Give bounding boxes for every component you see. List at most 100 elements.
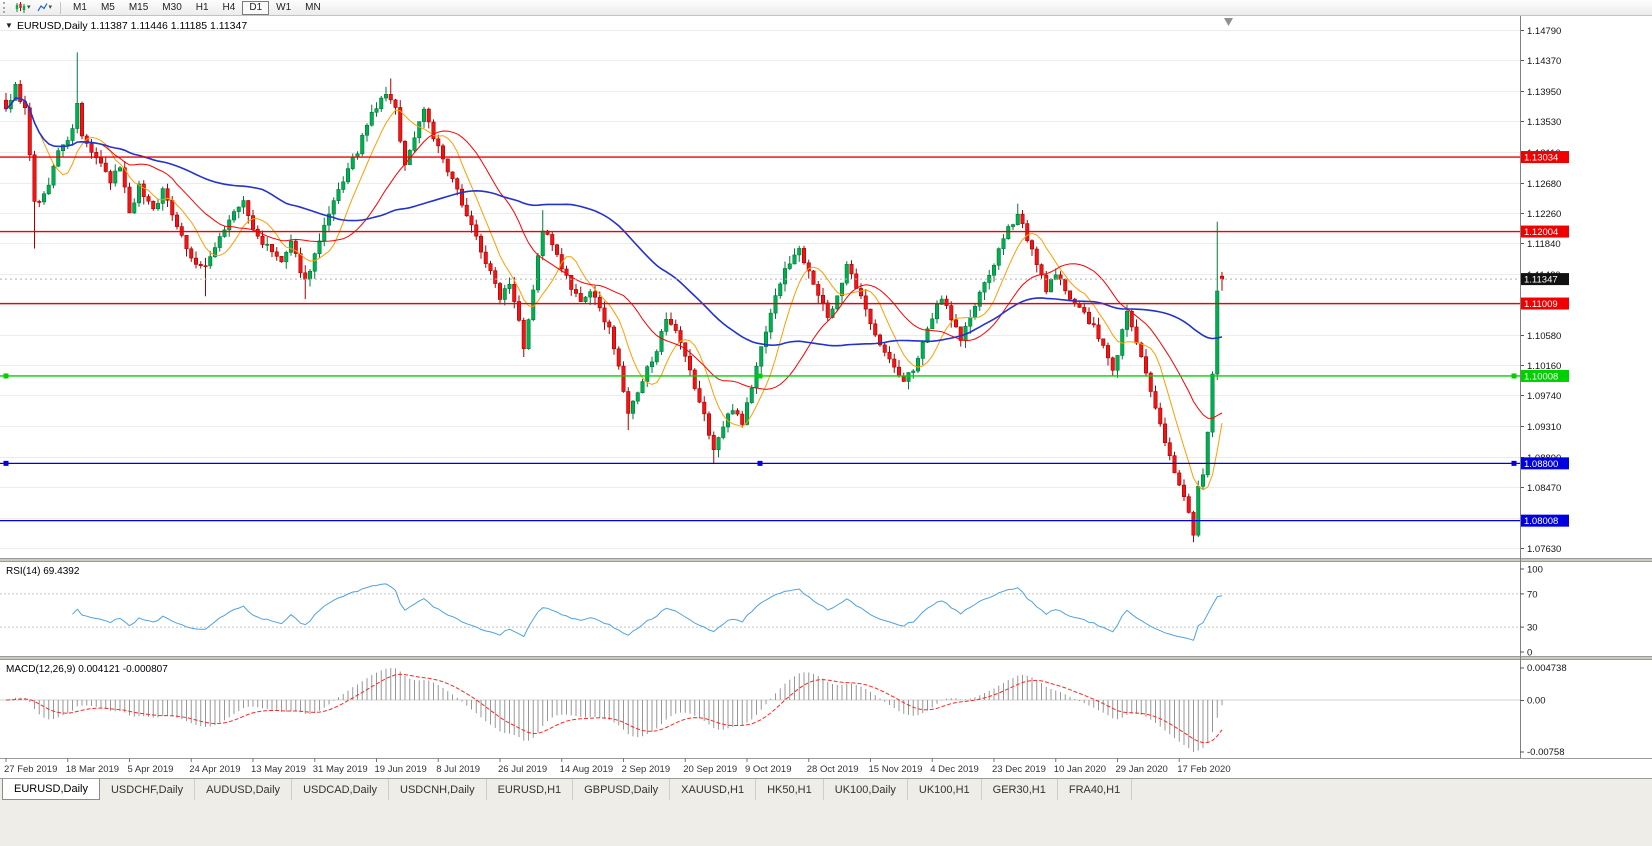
macd-header: MACD(12,26,9) 0.004121 -0.000807 [6,664,168,675]
price-tag [1521,369,1569,382]
line-selection-handle [757,460,763,466]
tab-label: EURUSD,Daily [14,783,88,795]
toolbar-separator [60,1,62,14]
caret-down-icon: ▾ [27,4,31,11]
svg-text:30: 30 [1527,623,1538,634]
svg-text:1.07630: 1.07630 [1527,544,1561,555]
svg-text:1.10008: 1.10008 [1524,371,1558,382]
tab-usdchf-daily[interactable]: USDCHF,Daily [100,779,196,800]
svg-text:20 Sep 2019: 20 Sep 2019 [683,764,737,775]
svg-text:2 Sep 2019: 2 Sep 2019 [622,764,671,775]
tab-gbpusd-daily[interactable]: GBPUSD,Daily [573,779,671,800]
timeframe-m30-button[interactable]: M30 [155,1,188,15]
svg-text:100: 100 [1527,565,1543,576]
tab-usdcad-daily[interactable]: USDCAD,Daily [292,779,390,800]
tab-eurusd-h1[interactable]: EURUSD,H1 [487,779,574,800]
svg-text:1.14370: 1.14370 [1527,56,1561,67]
tab-label: USDCHF,Daily [110,783,184,796]
svg-text:0: 0 [1527,648,1532,659]
tab-label: USDCAD,Daily [303,783,378,796]
svg-text:1.08008: 1.08008 [1524,516,1558,527]
tab-label: EURUSD,H1 [497,783,562,796]
pane-divider[interactable] [0,656,1652,660]
symbol-menu-icon[interactable]: ▼ [5,21,13,30]
price-tag [1521,297,1569,310]
svg-text:15 Nov 2019: 15 Nov 2019 [869,764,923,775]
svg-text:70: 70 [1527,589,1538,600]
chart-shift-marker[interactable] [1224,18,1233,26]
timeframe-mn-button[interactable]: MN [298,1,328,15]
svg-text:1.12680: 1.12680 [1527,179,1561,190]
tab-uk100-h1[interactable]: UK100,H1 [908,779,982,800]
timeframe-h1-button[interactable]: H1 [189,1,216,15]
svg-text:1.11840: 1.11840 [1527,239,1561,250]
caret-down-icon: ▾ [48,4,53,11]
tab-uk100-daily[interactable]: UK100,Daily [824,779,908,800]
chart-canvas[interactable]: 1.147901.143701.139501.135301.131101.126… [0,16,1652,778]
horizontal-level-lines[interactable] [0,156,1520,522]
chart-style-button[interactable]: ▾ [12,0,34,15]
svg-text:1.13034: 1.13034 [1524,153,1558,164]
indicator-list-button[interactable]: ▾ [34,0,56,15]
tab-label: GBPUSD,Daily [584,783,659,796]
tab-label: UK100,Daily [834,783,896,796]
svg-text:27 Feb 2019: 27 Feb 2019 [4,764,57,775]
tab-usdcnh-daily[interactable]: USDCNH,Daily [389,779,487,800]
line-chart-icon [37,3,48,12]
line-selection-handle [1511,460,1517,466]
tab-ger30-h1[interactable]: GER30,H1 [982,779,1058,800]
tab-label: FRA40,H1 [1068,783,1121,796]
svg-text:13 May 2019: 13 May 2019 [251,764,306,775]
ma-21-line[interactable] [5,97,1223,419]
svg-text:31 May 2019: 31 May 2019 [313,764,368,775]
svg-text:1.10160: 1.10160 [1527,361,1561,372]
toolbar-grip-handle[interactable] [3,2,8,13]
svg-text:1.12260: 1.12260 [1527,209,1561,220]
pane-divider[interactable] [0,558,1652,562]
tab-fra40-h1[interactable]: FRA40,H1 [1058,779,1133,800]
timeframe-d1-button[interactable]: D1 [242,0,270,15]
tab-label: AUDUSD,Daily [206,783,281,796]
tab-eurusd-daily[interactable]: EURUSD,Daily [2,779,100,800]
timeframe-m15-button[interactable]: M15 [122,1,155,15]
bottom-filler [0,800,1652,846]
tab-label: XAUUSD,H1 [681,783,745,796]
tab-label: HK50,H1 [767,783,812,796]
price-tags: 1.13034 1.12004 1.11009 1.10008 1.08800 1.080… [1521,151,1569,527]
price-tag [1521,514,1569,527]
chart-ohlc-header: EURUSD,Daily 1.11387 1.11446 1.11185 1.1… [17,20,247,32]
svg-text:1.08800: 1.08800 [1524,459,1558,470]
svg-text:10 Jan 2020: 10 Jan 2020 [1054,764,1106,775]
line-selection-handle [1511,373,1517,379]
timeframe-h4-button[interactable]: H4 [216,1,243,15]
svg-text:17 Feb 2020: 17 Feb 2020 [1177,764,1230,775]
date-axis: 27 Feb 2019 18 Mar 2019 5 Apr 2019 24 Apr 2… [4,758,1231,775]
rsi-line [72,583,1223,641]
chart-tabbar: EURUSD,Daily USDCHF,Daily AUDUSD,Daily U… [0,778,1652,800]
svg-text:19 Jun 2019: 19 Jun 2019 [375,764,427,775]
ma-8-line[interactable] [5,97,1223,491]
svg-text:1.10580: 1.10580 [1527,331,1561,342]
timeframes-toolbar: ▾ ▾ M1 M5 M15 M30 H1 H4 D1 W1 MN [0,0,1652,16]
tab-label: UK100,H1 [918,783,970,796]
svg-text:24 Apr 2019: 24 Apr 2019 [189,764,240,775]
candlestick-chart-icon [15,2,26,13]
price-tag [1521,273,1569,286]
timeframe-m1-button[interactable]: M1 [66,1,94,15]
svg-text:1.13950: 1.13950 [1527,87,1561,98]
price-tag [1521,225,1569,238]
rsi-header: RSI(14) 69.4392 [6,566,80,577]
tab-xauusd-h1[interactable]: XAUUSD,H1 [670,779,757,800]
tab-audusd-daily[interactable]: AUDUSD,Daily [195,779,293,800]
timeframe-w1-button[interactable]: W1 [269,1,298,15]
svg-text:23 Dec 2019: 23 Dec 2019 [992,764,1046,775]
tab-hk50-h1[interactable]: HK50,H1 [756,779,824,800]
svg-text:9 Oct 2019: 9 Oct 2019 [745,764,791,775]
svg-text:4 Dec 2019: 4 Dec 2019 [930,764,979,775]
tab-label: GER30,H1 [992,783,1046,796]
svg-text:29 Jan 2020: 29 Jan 2020 [1116,764,1168,775]
svg-text:28 Oct 2019: 28 Oct 2019 [807,764,859,775]
svg-text:0.004738: 0.004738 [1527,663,1567,674]
timeframe-m5-button[interactable]: M5 [94,1,122,15]
